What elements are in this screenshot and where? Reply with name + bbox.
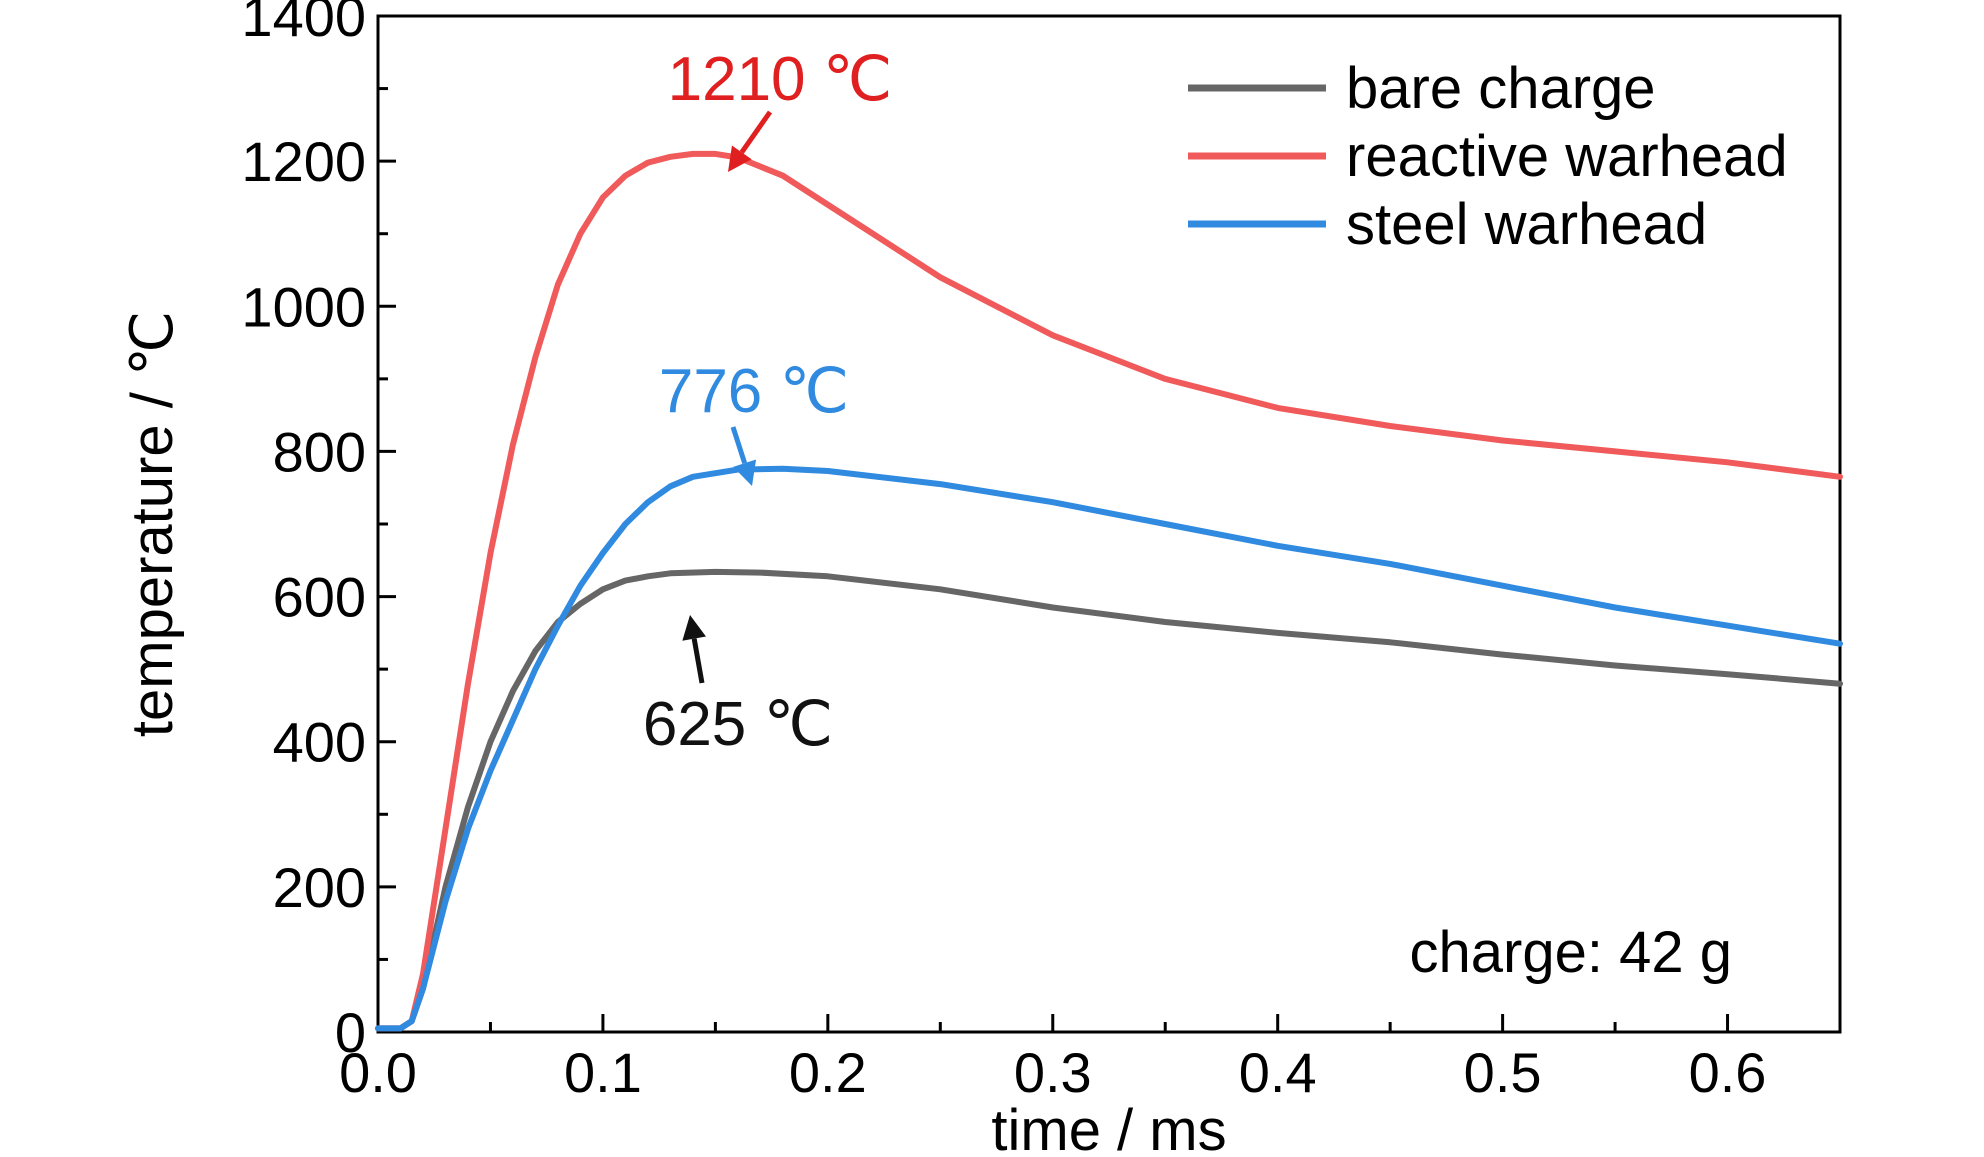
y-axis-ticks: 0 200 400 600 800 1000 1200 1400 [241,0,396,1064]
series-line [375,568,1843,1032]
series-lines [375,150,1843,1032]
x-tick-label: 0.6 [1689,1041,1767,1104]
legend-label: steel warhead [1346,192,1707,257]
peak-annotation-label: 776 ℃ [659,357,849,426]
y-tick-label: 1000 [241,275,366,338]
x-axis-ticks: 0.0 0.1 0.2 0.3 0.4 0.5 0.6 [339,1014,1842,1104]
y-tick-label: 400 [273,711,366,774]
peak-annotation-label: 1210 ℃ [668,45,893,114]
x-tick-label: 0.1 [564,1041,642,1104]
x-axis-label: time / ms [991,1098,1226,1157]
legend-label: bare charge [1346,56,1656,121]
annotation-arrow-shaft [730,426,748,464]
y-tick-label: 200 [273,856,366,919]
plot-area: 0.0 0.1 0.2 0.3 0.4 0.5 0.6 0 200 400 600 800 1000 1… [241,0,1843,1104]
x-tick-label: 0.0 [339,1041,417,1104]
series-line [375,150,1843,1032]
x-tick-label: 0.5 [1464,1041,1542,1104]
peak-annotation-label: 625 ℃ [643,690,833,759]
annotation-arrow-shaft [739,110,773,154]
annotation-arrow-shaft [691,638,705,684]
y-tick-label: 0 [335,1001,366,1064]
annotation-arrow-head [682,615,706,641]
peak-annotations: 1210 ℃ 776 ℃ 625 ℃ [643,45,893,759]
series-line [375,465,1843,1032]
x-tick-label: 0.3 [1014,1041,1092,1104]
y-tick-label: 1200 [241,130,366,193]
annotation-arrow-head [728,145,752,172]
annotation-arrow-head [733,459,757,486]
x-tick-label: 0.4 [1239,1041,1317,1104]
y-axis-label: temperature / ℃ [120,311,185,737]
x-tick-label: 0.2 [789,1041,867,1104]
charge-note: charge: 42 g [1410,920,1732,985]
y-tick-label: 1400 [241,0,366,48]
legend-label: reactive warhead [1346,124,1788,189]
y-tick-label: 600 [273,566,366,629]
y-tick-label: 800 [273,420,366,483]
